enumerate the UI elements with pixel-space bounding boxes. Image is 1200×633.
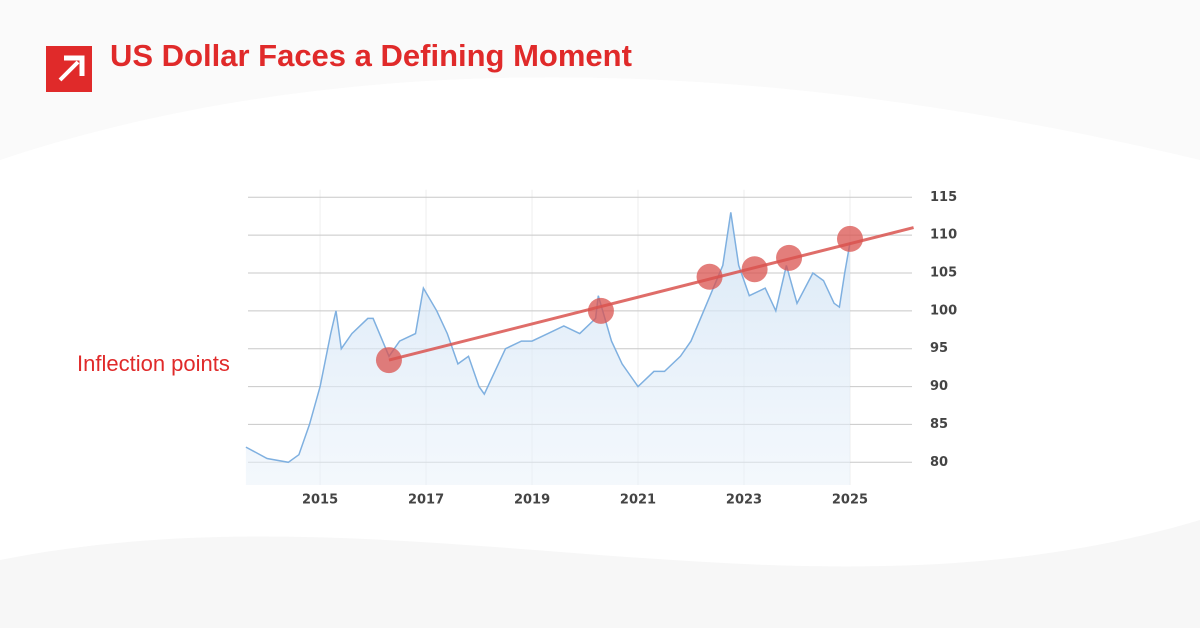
area xyxy=(245,212,850,485)
y-tick-label: 80 xyxy=(930,455,948,470)
x-tick-label: 2025 xyxy=(832,493,868,508)
chart-title: US Dollar Faces a Defining Moment xyxy=(110,38,632,73)
inflection-point xyxy=(587,297,614,324)
inflection-point xyxy=(696,263,723,290)
x-tick-label: 2015 xyxy=(302,493,338,508)
y-tick-label: 85 xyxy=(930,417,948,432)
x-tick-label: 2023 xyxy=(726,493,762,508)
inflection-point xyxy=(836,225,863,252)
inflection-point xyxy=(375,347,402,374)
y-tick-label: 95 xyxy=(930,341,948,356)
background-swoosh xyxy=(0,0,1200,160)
x-tick-label: 2021 xyxy=(620,493,656,508)
inflection-point xyxy=(741,256,768,283)
trendline xyxy=(388,226,914,362)
y-tick-label: 105 xyxy=(930,265,957,280)
background-swoosh xyxy=(0,520,1200,628)
logo xyxy=(46,46,92,92)
y-tick-label: 100 xyxy=(930,303,957,318)
y-tick-label: 90 xyxy=(930,379,948,394)
y-tick-label: 110 xyxy=(930,228,957,243)
x-tick-label: 2019 xyxy=(514,493,550,508)
x-tick-label: 2017 xyxy=(408,493,444,508)
y-tick-label: 115 xyxy=(930,190,957,205)
inflection-point xyxy=(776,244,803,271)
line xyxy=(245,212,851,464)
annotation-label: Inflection points xyxy=(77,351,230,376)
